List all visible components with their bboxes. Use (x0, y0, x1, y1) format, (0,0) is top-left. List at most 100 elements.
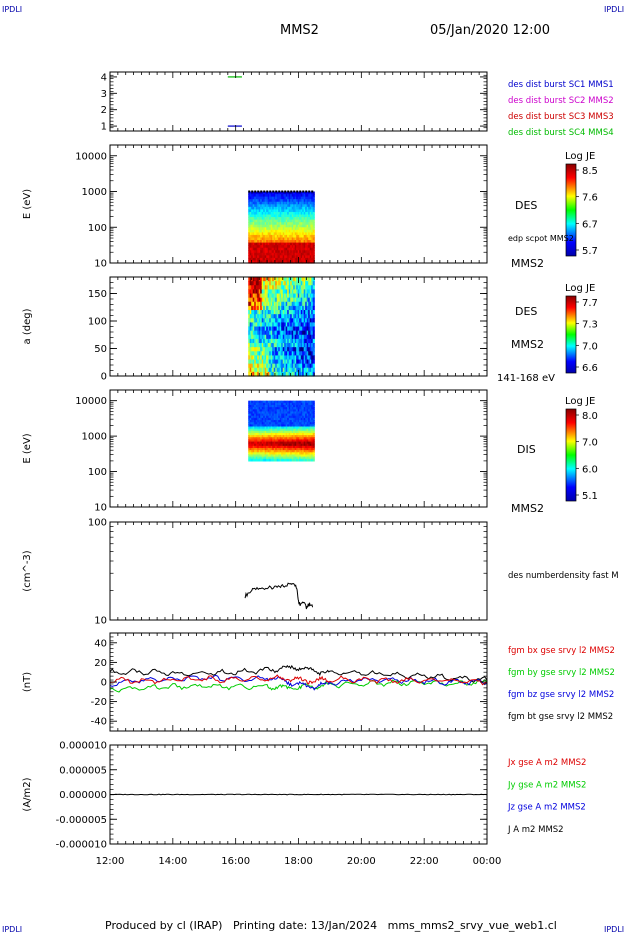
dis_energy-cell (297, 443, 300, 447)
des_pitch-cell (273, 310, 276, 315)
des_energy-cell (306, 227, 309, 231)
dis_energy-cell (279, 422, 282, 425)
des_energy-cell (260, 217, 263, 221)
des_energy-cell (285, 199, 288, 203)
des_pitch-cell (266, 281, 269, 286)
des_pitch-cell (308, 277, 311, 282)
des_energy-cell (288, 199, 291, 203)
des_pitch-cell (288, 318, 291, 323)
dis_energy-cell (294, 439, 297, 443)
dis_energy-cell (281, 413, 284, 417)
des_energy-cell (254, 237, 257, 241)
dis_energy-cell (302, 456, 305, 460)
dis_energy-cell (288, 407, 291, 410)
des_pitch-cell (309, 351, 312, 356)
des_energy-cell (252, 196, 255, 200)
des_energy-cell (296, 229, 299, 233)
des_energy-cell (288, 217, 291, 221)
dis_energy-cell (278, 402, 281, 406)
dis_energy-cell (254, 424, 257, 428)
dis_energy-cell (299, 432, 302, 436)
des_energy-cell (267, 224, 270, 228)
des_pitch-cell (269, 347, 272, 352)
des_pitch-cell (269, 297, 272, 303)
dis_energy-cell (257, 400, 260, 404)
des_pitch-cell (276, 322, 279, 328)
dis_energy-cell (300, 417, 303, 421)
des_energy-cell (284, 245, 287, 249)
dis_energy-heatmap (248, 400, 315, 462)
des_pitch-colorbar-label: 7.0 (582, 341, 598, 352)
des_energy-cell (255, 196, 258, 200)
des_pitch-cell (299, 314, 302, 319)
des_energy-cell (269, 224, 272, 228)
des_energy-cell (272, 250, 275, 254)
des_energy-cell (309, 211, 312, 216)
des_pitch-cell (255, 355, 258, 361)
des_pitch-cell (300, 330, 303, 336)
des_energy-cell (263, 204, 266, 208)
dis_energy-cell (248, 450, 251, 453)
dis_energy-cell (284, 430, 287, 434)
dis_energy-cell (300, 428, 303, 432)
des_energy-cell (309, 204, 312, 208)
dis_energy-cell (269, 402, 272, 406)
des_pitch-cell (255, 347, 258, 352)
des_pitch-cell (267, 371, 270, 377)
des_energy-cell (248, 242, 251, 246)
des_pitch-cell (260, 326, 263, 332)
burst-series-label: des dist burst SC4 MMS4 (508, 128, 614, 138)
dis_energy-cell (281, 430, 284, 434)
des_pitch-cell (308, 322, 311, 328)
des_energy-cell (258, 201, 261, 205)
des_pitch-cell (269, 343, 272, 348)
des_pitch-cell (279, 285, 282, 290)
dis_energy-cell (275, 458, 278, 462)
dis_energy-cell (282, 456, 285, 460)
dis_energy-cell (281, 439, 284, 443)
des_energy-cell (284, 201, 287, 205)
des_pitch-cell (288, 326, 291, 332)
dis_energy-cell (264, 404, 267, 408)
des_energy-cell (254, 206, 257, 210)
des_pitch-cell (291, 310, 294, 315)
des_energy-cell (282, 247, 285, 251)
des_energy-cell (293, 191, 296, 195)
des_energy-cell (293, 206, 296, 210)
des_energy-cell (288, 250, 291, 254)
des_pitch-cell (299, 334, 302, 340)
dis_energy-cell (278, 415, 281, 419)
des_energy-cell (260, 194, 263, 198)
dis_energy-cell (285, 432, 288, 436)
des_energy-cell (249, 206, 252, 210)
des_energy-cell (288, 260, 291, 264)
des_energy-cell (255, 255, 258, 259)
des_pitch-cell (272, 355, 275, 361)
des_pitch-cell (276, 318, 279, 323)
des_energy-cell (305, 209, 308, 213)
des_pitch-cell (258, 314, 261, 319)
des_pitch-cell (312, 281, 315, 286)
dis_energy-cell (278, 430, 281, 434)
dis_energy-cell (251, 458, 254, 462)
des_energy-cell (276, 209, 279, 213)
des_energy-cell (270, 240, 273, 244)
dis_energy-cell (288, 402, 291, 406)
des_pitch-cell (309, 277, 312, 282)
des_pitch-cell (248, 293, 251, 299)
des_pitch-cell (303, 289, 306, 295)
des_pitch-cell (312, 363, 315, 369)
dis_energy-cell (282, 424, 285, 428)
des_pitch-cell (257, 338, 260, 344)
dis_energy-cell (297, 447, 300, 451)
des_energy-cell (287, 219, 290, 223)
des_pitch-cell (288, 322, 291, 328)
des_energy-cell (278, 227, 281, 231)
des_pitch-cell (294, 314, 297, 319)
dis_energy-cell (296, 454, 299, 458)
dis_energy-cell (296, 407, 299, 410)
dis_energy-cell (248, 402, 251, 406)
dis_energy-cell (270, 432, 273, 436)
dis_energy-cell (308, 424, 311, 428)
des_pitch-cell (275, 334, 278, 340)
